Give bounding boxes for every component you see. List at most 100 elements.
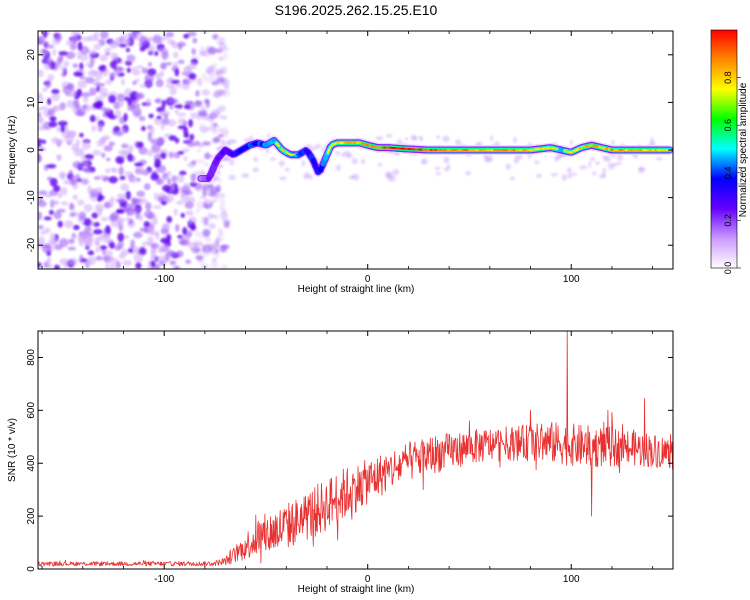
noise-blob — [60, 66, 68, 72]
noise-blob — [144, 73, 155, 83]
noise-blob — [88, 49, 97, 56]
noise-blob — [153, 192, 159, 201]
ridge-halo-blob — [307, 173, 313, 180]
noise-blob — [50, 92, 61, 102]
noise-blob — [211, 257, 218, 263]
colorbar-tick-label: 0.4 — [723, 167, 733, 180]
noise-blob — [196, 148, 202, 153]
noise-blob — [53, 185, 61, 192]
noise-blob — [93, 44, 102, 50]
noise-blob — [145, 201, 152, 211]
noise-blob — [98, 87, 108, 96]
noise-blob — [130, 239, 135, 249]
noise-blob — [71, 31, 80, 37]
spectrogram-y-axis-label: Frequency (Hz) — [7, 116, 18, 185]
noise-blob — [161, 99, 166, 109]
noise-blob — [191, 48, 197, 55]
noise-blob — [174, 68, 180, 77]
noise-blob — [100, 31, 109, 39]
noise-blob — [161, 35, 170, 40]
ridge-halo-blob — [589, 157, 596, 162]
noise-blob — [38, 262, 42, 268]
noise-blob — [117, 72, 125, 77]
noise-blob — [219, 46, 230, 52]
noise-blob — [192, 37, 198, 44]
noise-blob — [136, 93, 144, 99]
ridge-halo-blob — [340, 152, 345, 157]
noise-blob — [131, 208, 142, 213]
noise-blob — [125, 217, 130, 221]
noise-blob — [108, 176, 118, 184]
noise-blob — [204, 154, 215, 159]
ridge-halo-blob — [571, 172, 577, 176]
noise-blob — [83, 94, 89, 103]
noise-blob — [47, 263, 53, 269]
snr-frame — [37, 330, 674, 570]
ridge-halo-blob — [375, 135, 384, 141]
noise-blob — [190, 173, 197, 182]
spectrogram-x-axis-label: Height of straight line (km) — [298, 284, 415, 295]
noise-blob — [77, 199, 85, 206]
noise-blob — [166, 194, 174, 203]
noise-blob — [84, 76, 95, 84]
colorbar-label: Normalized spectral amplitude — [738, 82, 749, 217]
noise-blob — [38, 236, 46, 245]
noise-blob — [126, 67, 132, 73]
noise-blob — [43, 41, 50, 46]
noise-blob — [103, 249, 114, 256]
noise-blob — [160, 152, 167, 160]
noise-blob — [114, 109, 122, 119]
ridge-halo-blob — [579, 165, 588, 170]
noise-blob — [145, 98, 152, 108]
ridge-halo-blob — [436, 135, 440, 140]
noise-blob — [182, 148, 190, 153]
noise-blob — [158, 255, 165, 262]
noise-blob — [128, 175, 138, 184]
ridge-halo-blob — [278, 160, 285, 167]
spectrogram-y-tick-label: -10 — [26, 190, 37, 205]
noise-blob — [191, 160, 197, 166]
noise-blob — [204, 198, 211, 206]
noise-blob — [172, 51, 179, 59]
noise-blob — [182, 120, 188, 127]
noise-blob — [176, 112, 187, 117]
noise-blob — [117, 240, 124, 249]
noise-blob — [114, 130, 123, 136]
noise-blob — [49, 177, 58, 187]
ridge-halo-blob — [434, 166, 441, 171]
noise-blob — [44, 79, 52, 89]
ridge-halo-blob — [588, 161, 592, 168]
noise-blob — [169, 86, 177, 96]
noise-blob — [123, 37, 131, 44]
noise-blob — [63, 60, 70, 67]
ridge-halo-blob — [611, 154, 616, 159]
noise-blob — [223, 221, 230, 229]
ridge-halo-blob — [386, 133, 393, 138]
noise-blob — [91, 212, 99, 219]
noise-blob — [60, 201, 69, 206]
noise-blob — [89, 87, 97, 92]
snr-x-tick-label: 100 — [563, 574, 580, 585]
snr-y-axis-label: SNR (10 * v/v) — [7, 418, 18, 482]
noise-blob — [115, 260, 121, 269]
snr-y-tick-label: 0 — [26, 566, 37, 572]
noise-blob — [42, 31, 48, 38]
ridge-segment — [280, 148, 285, 152]
noise-blob — [156, 115, 162, 120]
noise-blob — [65, 130, 76, 138]
noise-blob — [139, 116, 146, 122]
noise-blob — [59, 258, 69, 265]
noise-blob — [73, 224, 80, 231]
ridge-halo-blob — [269, 157, 276, 161]
noise-blob — [201, 72, 207, 79]
noise-blob — [195, 254, 203, 261]
noise-blob — [158, 48, 168, 53]
noise-blob — [136, 141, 144, 148]
noise-blob — [152, 205, 162, 209]
noise-blob — [59, 238, 69, 248]
noise-blob — [181, 81, 190, 90]
noise-blob — [60, 125, 65, 133]
noise-blob — [139, 83, 148, 88]
noise-blob — [186, 141, 196, 147]
snr-y-tick-label: 400 — [26, 454, 37, 471]
